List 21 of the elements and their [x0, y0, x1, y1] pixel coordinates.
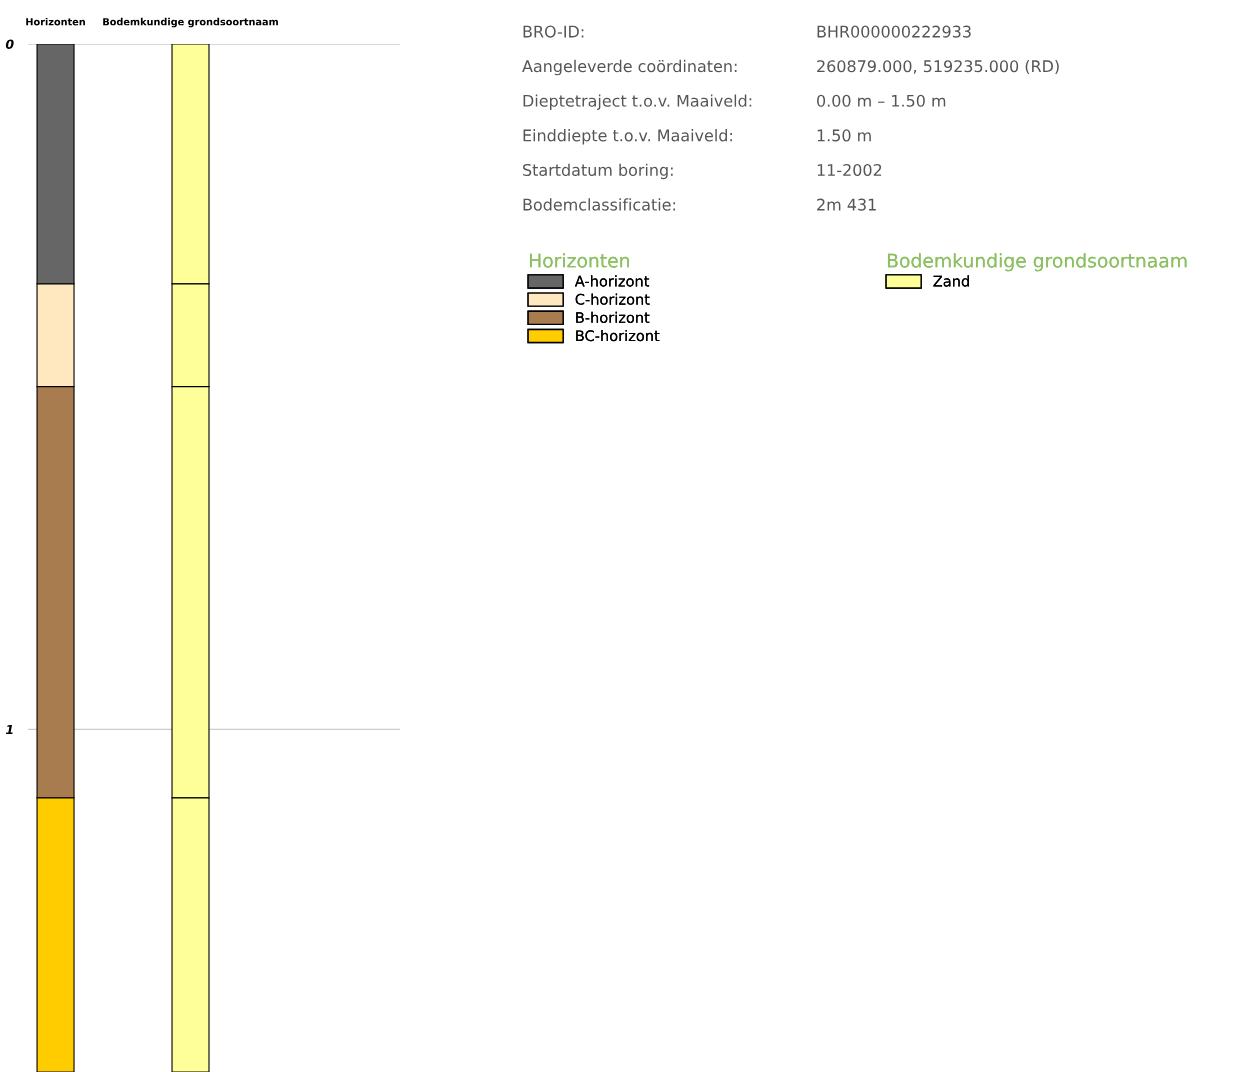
text: 2m 431 — [817, 198, 876, 211]
text: 11-2002 — [817, 163, 882, 177]
legend-label: A-horizont — [574, 275, 650, 287]
text: BRO-ID: — [523, 25, 584, 38]
text: 0.00 m – 1.50 m — [817, 94, 946, 107]
text: Aangeleverde coördinaten: — [522, 59, 737, 76]
legend-label: BC-horizont — [576, 329, 660, 342]
y-tick-label: 1 — [5, 724, 13, 735]
y-tick-label: 0 — [5, 39, 14, 49]
text: 1.50 m — [817, 129, 871, 142]
text: 260879.000, 519235.000 (RD) — [817, 59, 1059, 75]
legend-label: C-horizont — [575, 293, 650, 305]
text: Einddiepte t.o.v. Maaiveld: — [523, 129, 732, 145]
category-label: Bodemkundige grondsoortnaam — [887, 253, 1187, 272]
text: Startdatum boring: — [523, 163, 673, 180]
category-label: Horizonten — [529, 253, 629, 268]
text: BHR000000222933 — [817, 25, 971, 38]
text: Bodemclassificatie: — [523, 198, 676, 211]
legend-label: B-horizont — [576, 311, 650, 324]
legend-label: Zand — [933, 275, 969, 287]
text: Dieptetraject t.o.v. Maaiveld: — [523, 94, 752, 110]
